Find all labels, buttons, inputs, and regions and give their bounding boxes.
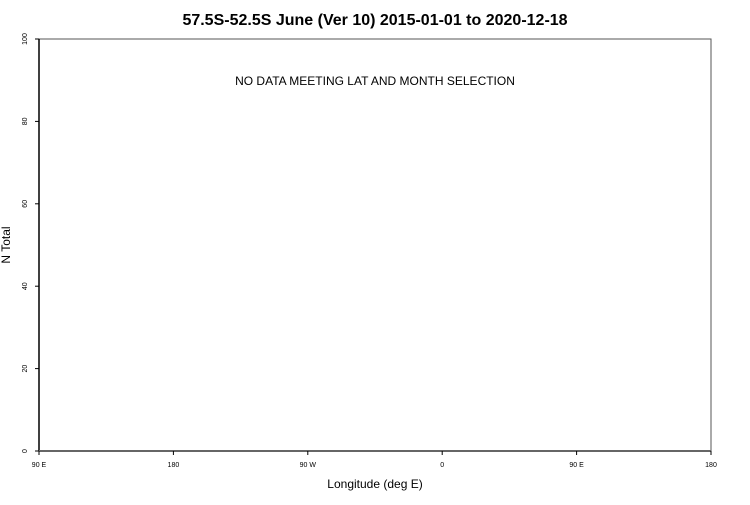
x-tick-label: 90 E: [32, 462, 47, 469]
y-tick-label: 80: [22, 117, 29, 125]
x-tick-label: 180: [705, 462, 717, 469]
y-axis-label: N Total: [0, 226, 13, 263]
x-tick-label: 180: [168, 462, 180, 469]
y-tick-label: 20: [22, 365, 29, 373]
x-axis-label: Longitude (deg E): [327, 477, 422, 491]
x-tick-label: 90 E: [569, 462, 584, 469]
no-data-annotation: NO DATA MEETING LAT AND MONTH SELECTION: [235, 74, 515, 88]
chart-title: 57.5S-52.5S June (Ver 10) 2015-01-01 to …: [182, 12, 567, 29]
y-tick-label: 60: [22, 200, 29, 208]
y-tick-label: 0: [22, 449, 29, 453]
x-tick-label: 90 W: [300, 462, 317, 469]
y-tick-label: 100: [22, 33, 29, 45]
y-tick-label: 40: [22, 282, 29, 290]
plot-frame: [38, 38, 712, 452]
x-tick-label: 0: [440, 462, 444, 469]
